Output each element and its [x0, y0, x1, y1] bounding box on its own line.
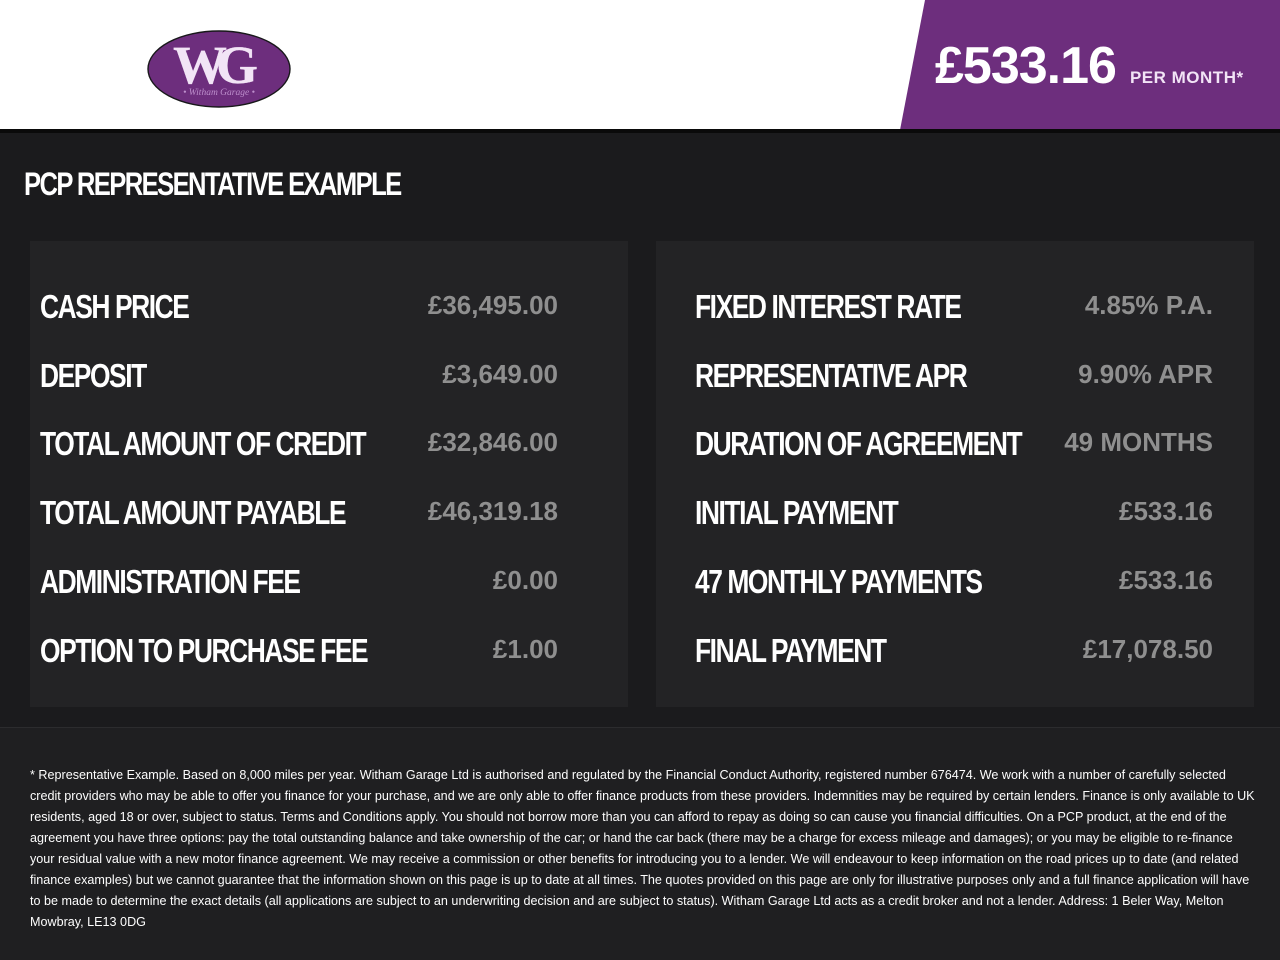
svg-text:• Witham Garage •: • Witham Garage •: [183, 88, 255, 98]
svg-text:G: G: [216, 35, 258, 95]
